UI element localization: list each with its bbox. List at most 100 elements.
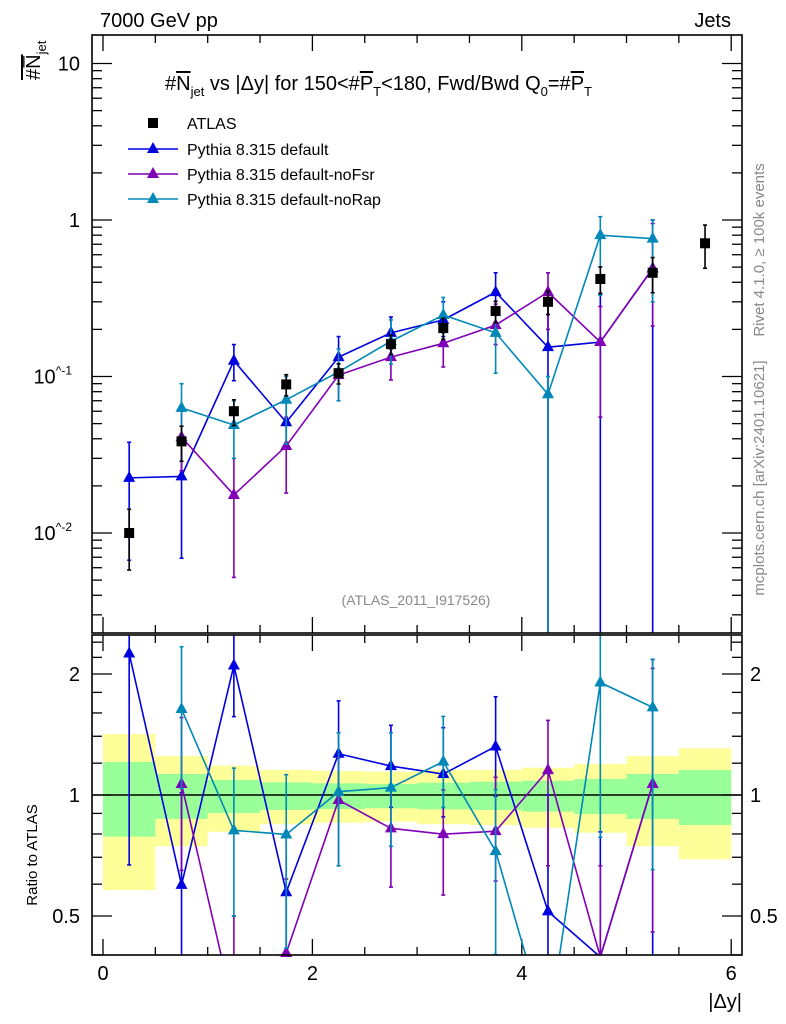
triangle-marker: [541, 387, 554, 399]
main-panel-frame: [91, 34, 743, 634]
triangle-marker: [175, 877, 188, 889]
ratio-tick-label: 2: [750, 664, 761, 686]
ratio-series-line: [233, 665, 288, 893]
triangle-marker: [489, 739, 502, 751]
triangle-marker: [332, 784, 345, 796]
header-analysis-group: Jets: [694, 10, 731, 32]
series-line: [495, 332, 549, 395]
side-label-mcplots: mcplots.cern.ch [arXiv:2401.10621]: [751, 360, 768, 595]
triangle-marker: [437, 827, 450, 839]
triangle-marker: [147, 142, 159, 153]
ratio-series-line: [285, 799, 340, 954]
series-line: [285, 356, 340, 423]
triangle-marker: [594, 335, 607, 347]
ratio-tick-label: 2: [69, 664, 80, 686]
ratio-series-line: [390, 765, 444, 775]
series-2: [175, 215, 659, 633]
ratio-series-line: [495, 769, 549, 832]
ratio-band-stat: [678, 769, 732, 826]
triangle-marker: [384, 780, 397, 792]
series-line: [338, 332, 392, 358]
atlas-marker: [333, 368, 344, 379]
series-line: [338, 340, 392, 373]
ratio-series-line: [390, 760, 444, 789]
triangle-marker: [437, 308, 450, 320]
atlas-marker: [490, 306, 501, 317]
ratio-tick-label: 0.5: [750, 906, 778, 928]
atlas-marker: [385, 339, 396, 350]
triangle-marker: [280, 827, 293, 839]
ratio-series-line: [442, 761, 497, 852]
series-line: [390, 319, 444, 334]
series-line: [495, 291, 549, 348]
series-line: [233, 360, 287, 423]
ratio-series-line: [338, 752, 392, 767]
triangle-marker: [147, 192, 159, 203]
ratio-series-line: [180, 783, 222, 956]
watermark: (ATLAS_2011_I917526): [342, 592, 491, 608]
ratio-series-line: [600, 783, 654, 956]
y-tick-label: 1: [69, 210, 80, 232]
ratio-series-line: [338, 799, 392, 830]
y-tick-label: 10: [58, 54, 80, 76]
atlas-marker: [595, 273, 606, 284]
ratio-series-line: [599, 681, 654, 709]
series-line: [495, 291, 549, 326]
x-axis-label: |Δy|: [708, 991, 742, 1013]
atlas-marker: [281, 379, 292, 390]
series-line: [390, 314, 444, 342]
ratio-tick-label: 1: [750, 785, 761, 807]
triangle-marker: [541, 340, 554, 352]
ratio-panel-frame: [91, 634, 743, 956]
triangle-marker: [175, 702, 188, 714]
series-line: [547, 341, 601, 348]
triangle-marker: [646, 231, 659, 243]
y-tick-label: 10^-2: [33, 520, 72, 545]
legend-marker-atlas: [148, 118, 158, 128]
x-tick-label: 4: [516, 963, 527, 985]
triangle-marker: [227, 353, 240, 365]
ratio-series-line: [180, 665, 235, 886]
atlas-marker: [700, 238, 711, 249]
ratio-series-line: [285, 791, 340, 836]
ratio-series-2: [175, 634, 659, 956]
triangle-marker: [227, 487, 240, 499]
x-tick-label: 0: [97, 963, 108, 985]
series-line: [599, 268, 654, 343]
triangle-marker: [541, 763, 554, 775]
ratio-series-line: [443, 830, 496, 835]
series-line: [443, 314, 496, 334]
triangle-marker: [227, 823, 240, 835]
x-tick-label: 6: [726, 963, 737, 985]
triangle-marker: [227, 658, 240, 670]
ratio-tick-label: 1: [69, 785, 80, 807]
y-axis-label: #N̅jet: [22, 40, 49, 80]
triangle-marker: [175, 469, 188, 481]
atlas-marker: [176, 436, 187, 447]
legend-label: Pythia 8.315 default-noFsr: [187, 167, 375, 184]
ratio-series-line: [390, 827, 444, 835]
ratio-series-line: [338, 786, 391, 793]
series-line: [600, 234, 653, 240]
ratio-y-axis-label: Ratio to ATLAS: [24, 804, 41, 905]
ratio-series-line: [285, 753, 340, 893]
series-line: [233, 399, 287, 426]
triangle-marker: [489, 844, 502, 856]
ratio-series-line: [547, 910, 599, 956]
series-line: [285, 371, 339, 401]
legend-label: Pythia 8.315 default-noRap: [187, 192, 381, 209]
series-line: [233, 445, 287, 496]
series-line: [443, 324, 496, 345]
ratio-tick-label: 0.5: [52, 906, 80, 928]
ratio-series-line: [180, 708, 235, 831]
series-0: [123, 219, 659, 633]
triangle-marker: [147, 167, 159, 178]
series-line: [338, 356, 392, 376]
chart-title: #Njet vs |Δy| for 150<#PT<180, Fwd/Bwd Q…: [165, 73, 592, 99]
atlas-marker: [124, 528, 135, 538]
triangle-marker: [280, 392, 293, 404]
legend: Pythia 8.315 default Pythia 8.315 default…: [128, 116, 381, 209]
triangle-marker: [541, 904, 554, 916]
side-label-rivet: Rivet 4.1.0, ≥ 100k events: [751, 163, 768, 336]
